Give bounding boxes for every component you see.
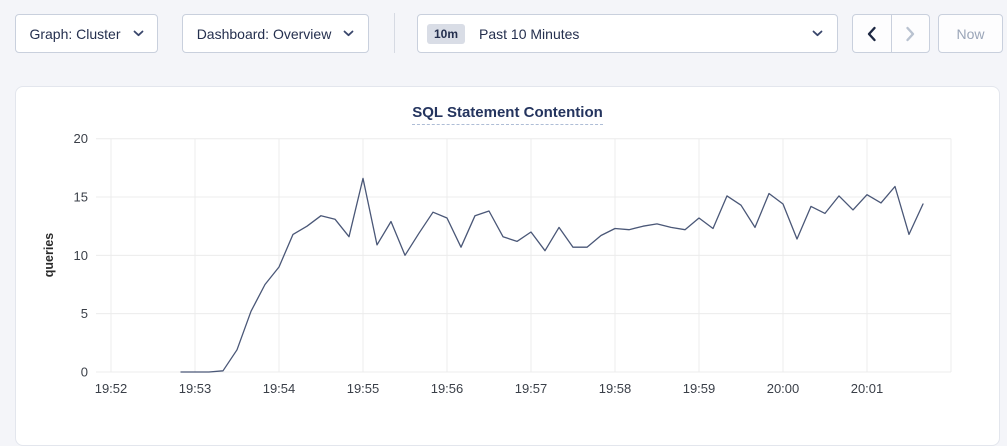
chart-title[interactable]: SQL Statement Contention [412, 104, 603, 125]
chevron-down-icon [812, 30, 823, 37]
time-range-label: Past 10 Minutes [479, 25, 580, 42]
time-step-buttons [852, 14, 930, 53]
next-time-button[interactable] [892, 15, 930, 52]
chart-title-row: SQL Statement Contention [16, 104, 999, 125]
queries-line-series [180, 177, 924, 373]
x-tick-label: 20:00 [767, 381, 800, 396]
x-tick-label: 19:56 [431, 381, 464, 396]
time-range-dropdown[interactable]: 10m Past 10 Minutes [417, 14, 838, 53]
x-tick-label: 19:59 [683, 381, 716, 396]
chevron-right-icon [906, 26, 914, 41]
x-tick-label: 19:54 [263, 381, 296, 396]
y-axis-label: queries [42, 233, 56, 278]
y-tick-label: 5 [81, 306, 88, 321]
x-tick-label: 19:57 [515, 381, 548, 396]
graph-dropdown[interactable]: Graph: Cluster [15, 14, 158, 53]
chevron-left-icon [868, 26, 876, 41]
graph-dropdown-label: Graph: Cluster [29, 25, 121, 42]
chevron-down-icon [133, 30, 143, 37]
x-tick-label: 19:55 [347, 381, 380, 396]
x-tick-label: 19:58 [599, 381, 632, 396]
x-tick-label: 19:52 [95, 381, 128, 396]
x-tick-label: 19:53 [179, 381, 212, 396]
sql-contention-chart: 0 5 10 15 20 19:52 19:53 19:54 19:55 19:56 19:57 19… [42, 131, 952, 396]
toolbar-divider [394, 13, 395, 53]
y-tick-label: 15 [74, 190, 88, 205]
prev-time-button[interactable] [853, 15, 892, 52]
now-button[interactable]: Now [938, 14, 1003, 53]
chevron-down-icon [343, 30, 354, 37]
y-tick-label: 20 [74, 131, 88, 146]
y-tick-label: 10 [74, 248, 88, 263]
dashboard-dropdown-label: Dashboard: Overview [196, 25, 332, 42]
x-tick-label: 20:01 [851, 381, 884, 396]
y-tick-label: 0 [81, 365, 88, 380]
dashboard-dropdown[interactable]: Dashboard: Overview [182, 14, 369, 53]
chart-panel: 0 5 10 15 20 19:52 19:53 19:54 19:55 19:56 19:57 19… [15, 86, 1000, 446]
time-range-badge: 10m [427, 23, 466, 44]
